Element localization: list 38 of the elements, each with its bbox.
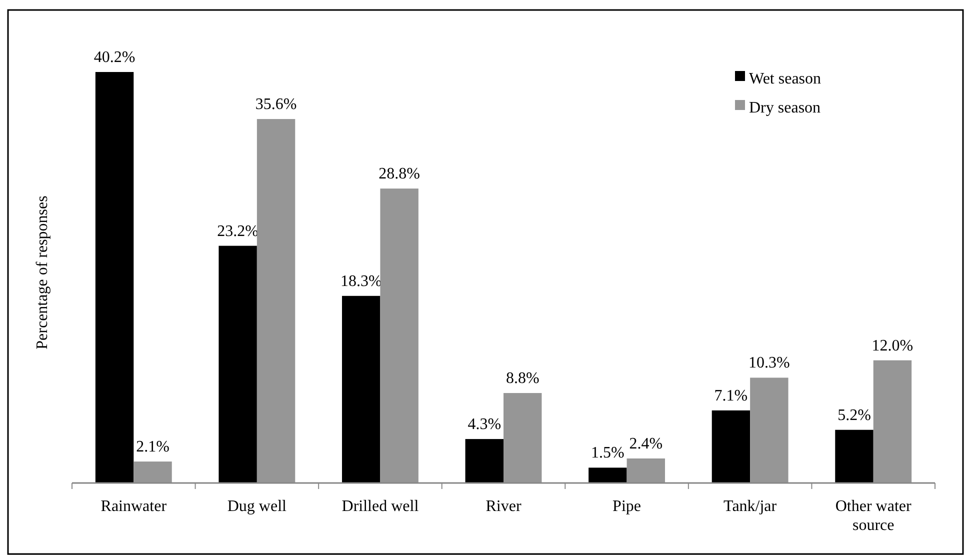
bar <box>95 72 134 483</box>
bar <box>256 119 296 483</box>
data-label: 12.0% <box>872 337 914 354</box>
bar <box>134 462 172 483</box>
bar <box>218 246 257 483</box>
bar <box>626 458 666 483</box>
bar <box>873 360 912 483</box>
x-tick-label: River <box>486 498 522 515</box>
bar <box>835 430 874 483</box>
legend-label: Dry season <box>749 100 821 117</box>
data-label: 18.3% <box>340 272 382 290</box>
data-label: 10.3% <box>748 354 790 372</box>
data-label: 1.5% <box>591 444 624 462</box>
data-label: 2.1% <box>136 438 170 456</box>
bar <box>750 378 788 483</box>
data-label: 28.8% <box>378 166 420 183</box>
x-tick-label: Other water source <box>835 498 912 534</box>
x-tick-label: Rainwater <box>100 498 168 515</box>
data-label: 5.2% <box>838 406 871 424</box>
x-tick-label: Tank/jar <box>724 498 778 515</box>
data-label: 23.2% <box>217 222 258 240</box>
bar <box>380 188 418 483</box>
data-label: 40.2% <box>94 49 136 66</box>
data-label: 2.4% <box>629 435 663 452</box>
bar <box>588 468 627 483</box>
x-tick-label: Drilled well <box>342 498 420 515</box>
bar <box>465 439 504 483</box>
data-label: 35.6% <box>255 96 297 114</box>
legend-label: Wet season <box>749 70 822 88</box>
x-tick-label: Dug well <box>227 498 288 515</box>
x-tick-label: Pipe <box>612 498 642 515</box>
data-label: 4.3% <box>468 416 502 434</box>
bar <box>342 296 380 483</box>
data-label: 7.1% <box>714 387 748 404</box>
bar <box>712 410 750 483</box>
data-label: 8.8% <box>506 370 540 388</box>
bar <box>504 393 542 483</box>
y-axis-title: Percentage of responses <box>34 196 51 350</box>
